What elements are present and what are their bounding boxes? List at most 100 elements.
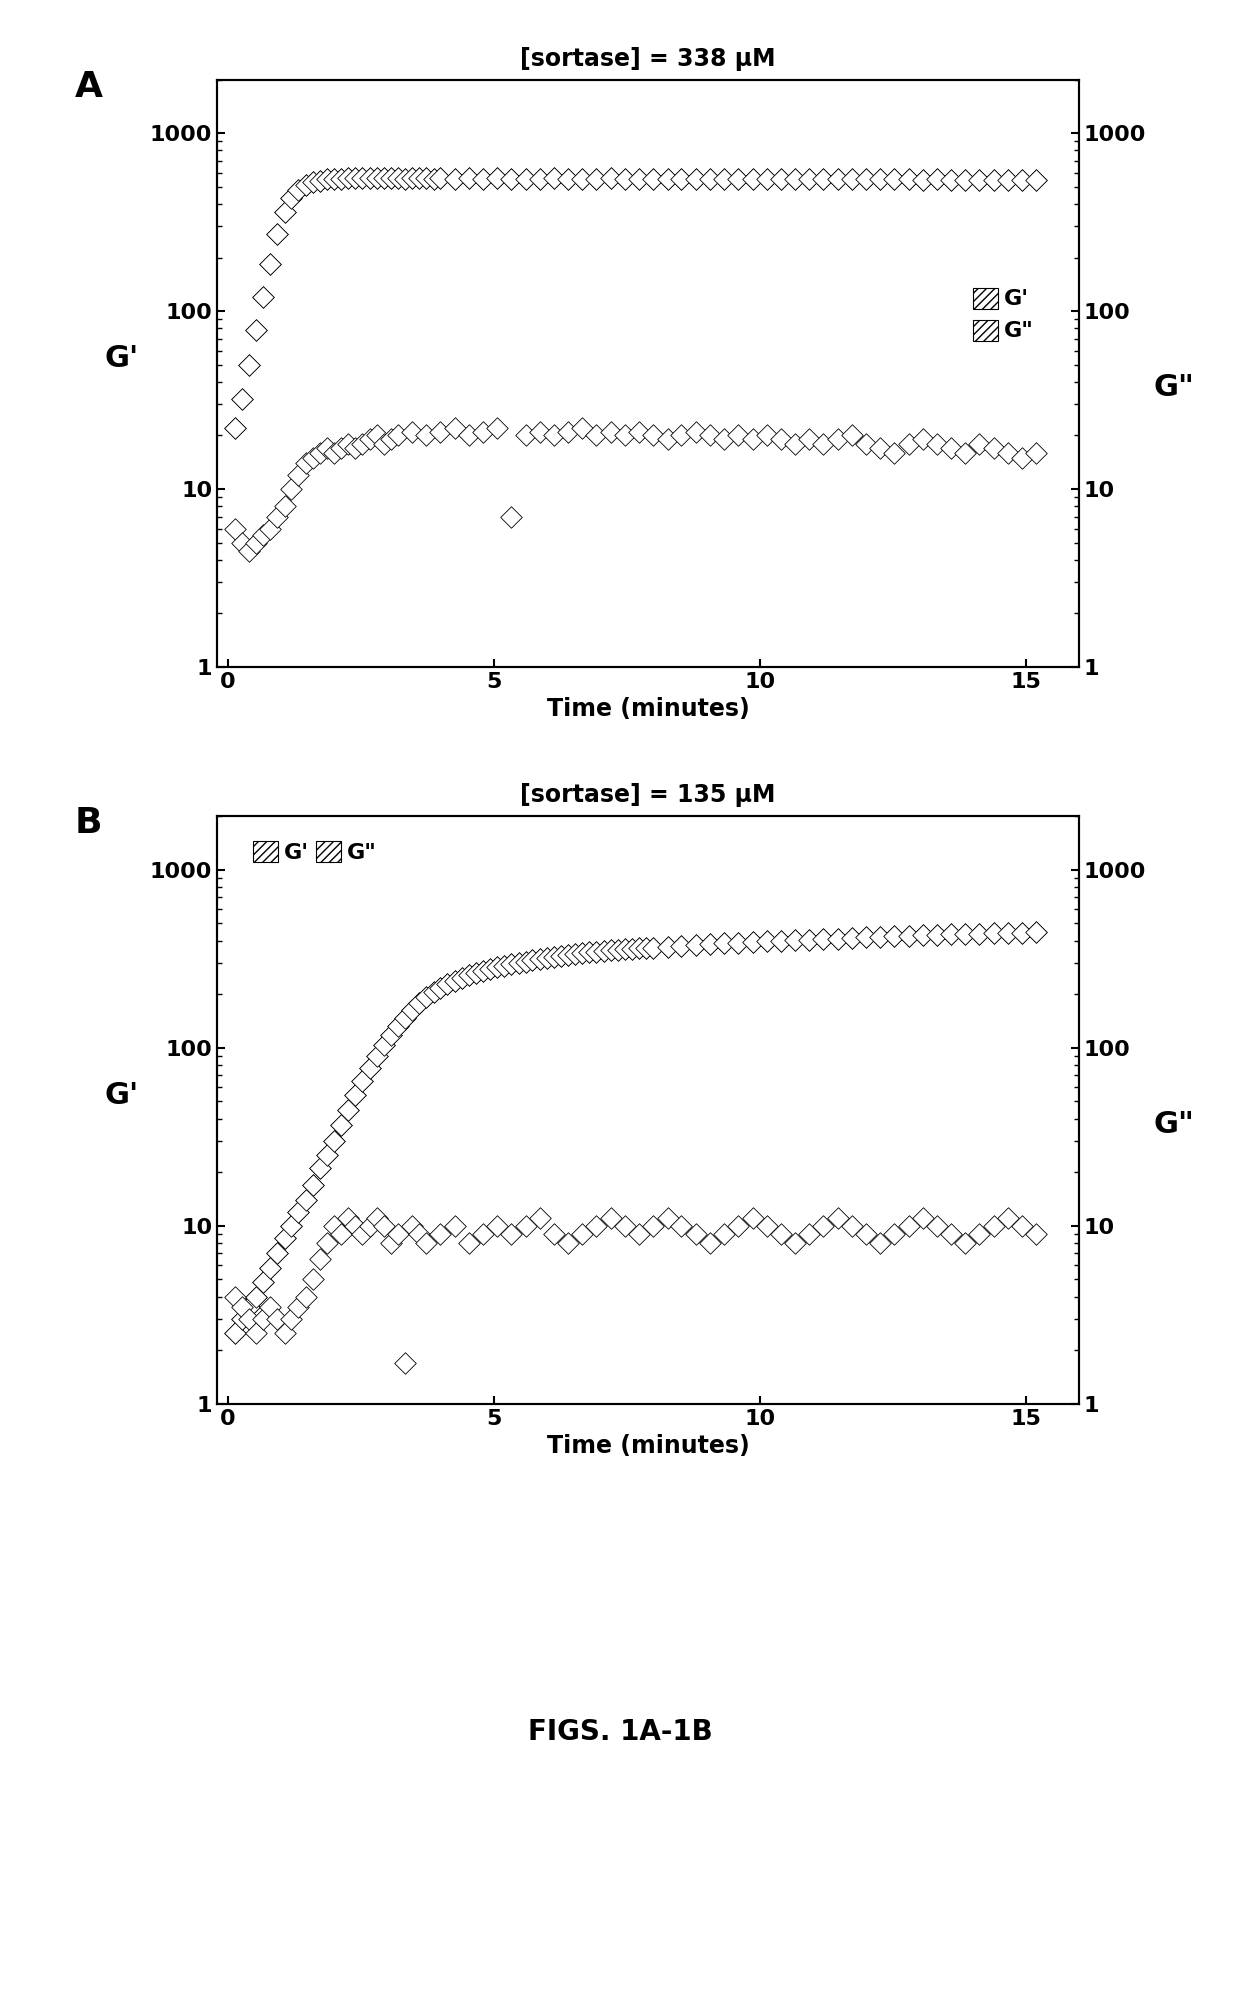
Point <box>367 1203 387 1234</box>
Point <box>339 1203 358 1234</box>
Point <box>381 1226 401 1258</box>
Point <box>842 1211 862 1242</box>
Point <box>970 163 990 195</box>
Point <box>636 932 656 964</box>
Title: [sortase] = 135 μM: [sortase] = 135 μM <box>521 782 775 808</box>
Point <box>544 420 564 452</box>
Point <box>941 918 961 950</box>
Point <box>522 944 542 976</box>
Point <box>501 163 521 195</box>
Point <box>388 420 408 452</box>
Legend: G', G": G', G" <box>965 279 1043 350</box>
Point <box>487 163 507 195</box>
Point <box>884 436 904 468</box>
Point <box>926 163 946 195</box>
Point <box>608 934 627 966</box>
Point <box>529 944 549 976</box>
Point <box>956 436 976 468</box>
Point <box>239 1290 259 1322</box>
Point <box>367 420 387 452</box>
Point <box>516 1211 536 1242</box>
Point <box>870 163 890 195</box>
Point <box>756 926 776 958</box>
Point <box>983 163 1003 195</box>
Point <box>970 163 990 195</box>
Point <box>388 1218 408 1250</box>
Point <box>842 163 862 195</box>
Point <box>232 1302 252 1334</box>
Point <box>552 940 572 972</box>
Point <box>644 932 663 964</box>
Point <box>884 920 904 952</box>
Point <box>409 1218 429 1250</box>
Point <box>508 948 528 980</box>
Point <box>516 163 536 195</box>
Point <box>558 416 578 448</box>
Point <box>445 163 465 195</box>
Point <box>701 163 720 195</box>
Point <box>870 1226 890 1258</box>
Point <box>360 424 379 456</box>
Point <box>346 163 366 195</box>
Point <box>579 936 599 968</box>
Point <box>672 163 692 195</box>
Point <box>1012 1211 1032 1242</box>
Point <box>373 163 393 195</box>
Title: [sortase] = 338 μM: [sortase] = 338 μM <box>520 46 776 72</box>
Point <box>828 922 848 954</box>
Text: FIGS. 1A-1B: FIGS. 1A-1B <box>528 1718 712 1746</box>
Point <box>459 420 479 452</box>
Point <box>573 938 593 970</box>
Point <box>828 163 848 195</box>
Point <box>941 918 961 950</box>
Point <box>544 942 564 974</box>
Point <box>274 1222 294 1254</box>
Point <box>828 424 848 456</box>
Point <box>501 948 521 980</box>
Point <box>274 197 294 229</box>
Point <box>253 520 273 552</box>
Point <box>501 948 521 980</box>
Point <box>459 163 479 195</box>
Point <box>941 163 961 195</box>
Legend: G', G": G', G" <box>244 832 386 870</box>
Point <box>842 163 862 195</box>
Point <box>573 163 593 195</box>
Point <box>339 428 358 460</box>
Point <box>352 1218 372 1250</box>
Point <box>402 163 422 195</box>
Point <box>743 1203 763 1234</box>
Point <box>884 1218 904 1250</box>
Point <box>686 163 706 195</box>
Point <box>771 1218 791 1250</box>
Point <box>267 1236 286 1268</box>
Point <box>913 920 932 952</box>
Point <box>430 972 450 1003</box>
Point <box>232 382 252 414</box>
Point <box>289 173 309 205</box>
Point <box>459 960 479 992</box>
Point <box>544 163 564 195</box>
Point <box>424 976 444 1007</box>
Point <box>424 976 444 1007</box>
Point <box>352 163 372 195</box>
Point <box>394 163 414 195</box>
Point <box>552 940 572 972</box>
Point <box>1027 163 1047 195</box>
Point <box>352 163 372 195</box>
Point <box>615 934 635 966</box>
Point <box>260 247 280 279</box>
Point <box>899 1211 919 1242</box>
Point <box>381 163 401 195</box>
Point <box>430 416 450 448</box>
Point <box>686 163 706 195</box>
Point <box>544 163 564 195</box>
Point <box>615 163 635 195</box>
Point <box>373 1029 393 1061</box>
Point <box>260 1252 280 1284</box>
Point <box>346 1211 366 1242</box>
Point <box>253 1266 273 1298</box>
Point <box>799 924 818 956</box>
Point <box>672 930 692 962</box>
Point <box>246 1280 265 1312</box>
